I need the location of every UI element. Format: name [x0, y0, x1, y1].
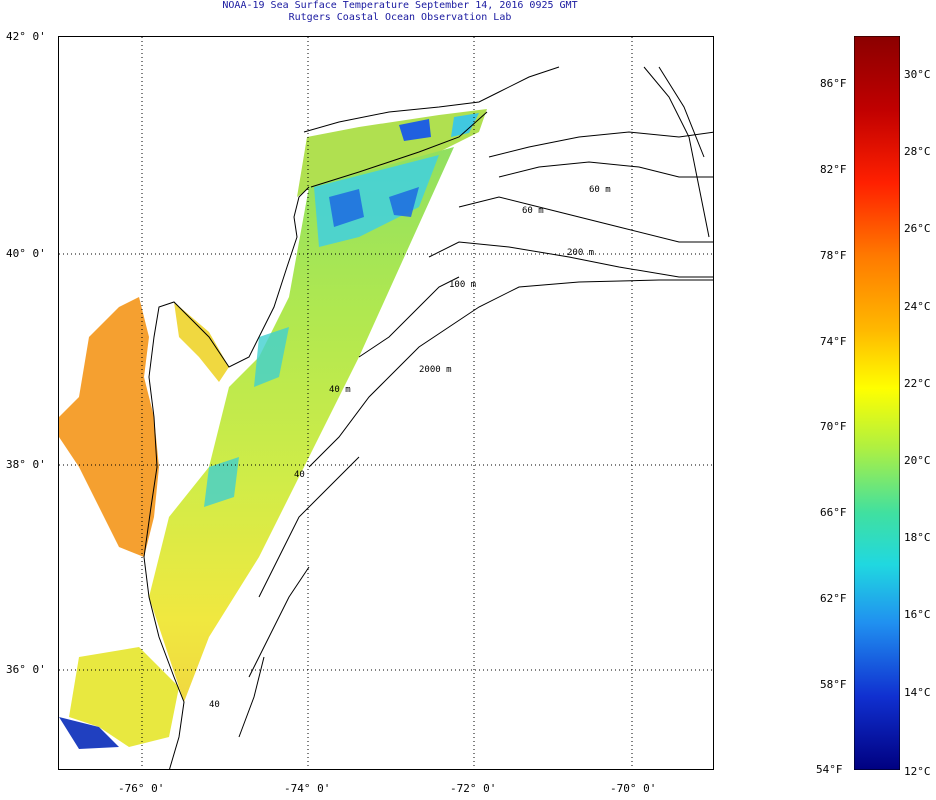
cb-c-30: 30°C — [904, 68, 931, 81]
cb-f-74: 74°F — [820, 335, 847, 348]
lon-label-70: -70° 0' — [610, 782, 657, 795]
depth-label-40c: 40 — [209, 700, 220, 710]
cb-c-12: 12°C — [904, 765, 931, 778]
graticule — [59, 37, 713, 769]
chesapeake-bay-sst — [59, 297, 159, 557]
lon-label-76: -76° 0' — [118, 782, 165, 795]
chart-title: NOAA-19 Sea Surface Temperature Septembe… — [222, 0, 578, 11]
shelf-cool-band — [314, 155, 439, 247]
lon-label-74: -74° 0' — [284, 782, 331, 795]
cb-c-20: 20°C — [904, 454, 931, 467]
cb-f-62: 62°F — [820, 592, 847, 605]
chart-subtitle: Rutgers Coastal Ocean Observation Lab — [288, 12, 512, 23]
lat-label-40: 40° 0' — [6, 247, 46, 260]
cb-c-28: 28°C — [904, 145, 931, 158]
sound-cold-patch — [399, 119, 431, 141]
shelf-cyan-streaks — [204, 327, 289, 507]
map-panel[interactable]: 60 m 60 m 200 m 100 m 2000 m 40 m 40 40 — [58, 36, 714, 770]
pamlico-cold — [59, 717, 119, 749]
cb-c-16: 16°C — [904, 608, 931, 621]
cb-c-14: 14°C — [904, 686, 931, 699]
long-island-outline — [310, 111, 488, 188]
cb-f-54: 54°F — [816, 763, 843, 776]
long-island-sound-sst — [297, 109, 487, 197]
depth-label-40b: 40 — [294, 470, 305, 480]
coastline — [143, 186, 310, 769]
lat-label-38: 38° 0' — [6, 458, 46, 471]
shelf-cold-spots — [329, 187, 419, 227]
new-england-coast — [303, 66, 560, 133]
albemarle-sound-sst — [69, 647, 179, 747]
sound-cool-patch — [451, 113, 479, 137]
depth-label-60a: 60 m — [589, 185, 611, 195]
shelf-sst-swath — [149, 147, 454, 702]
depth-label-100: 100 m — [449, 280, 476, 290]
colorbar — [854, 36, 900, 770]
depth-label-200: 200 m — [567, 248, 594, 258]
cb-c-18: 18°C — [904, 531, 931, 544]
delaware-bay-sst — [174, 302, 229, 382]
depth-label-40a: 40 m — [329, 385, 351, 395]
cb-f-58: 58°F — [820, 678, 847, 691]
cb-f-86: 86°F — [820, 77, 847, 90]
cb-f-66: 66°F — [820, 506, 847, 519]
depth-label-60b: 60 m — [522, 206, 544, 216]
lat-label-36: 36° 0' — [6, 663, 46, 676]
depth-contours — [238, 66, 713, 738]
lat-label-42: 42° 0' — [6, 30, 46, 43]
cb-c-26: 26°C — [904, 222, 931, 235]
cb-c-22: 22°C — [904, 377, 931, 390]
depth-label-2000: 2000 m — [419, 365, 452, 375]
cb-f-82: 82°F — [820, 163, 847, 176]
cb-c-24: 24°C — [904, 300, 931, 313]
cb-f-78: 78°F — [820, 249, 847, 262]
sst-map: 60 m 60 m 200 m 100 m 2000 m 40 m 40 40 — [59, 37, 713, 769]
lon-label-72: -72° 0' — [450, 782, 497, 795]
cb-f-70: 70°F — [820, 420, 847, 433]
